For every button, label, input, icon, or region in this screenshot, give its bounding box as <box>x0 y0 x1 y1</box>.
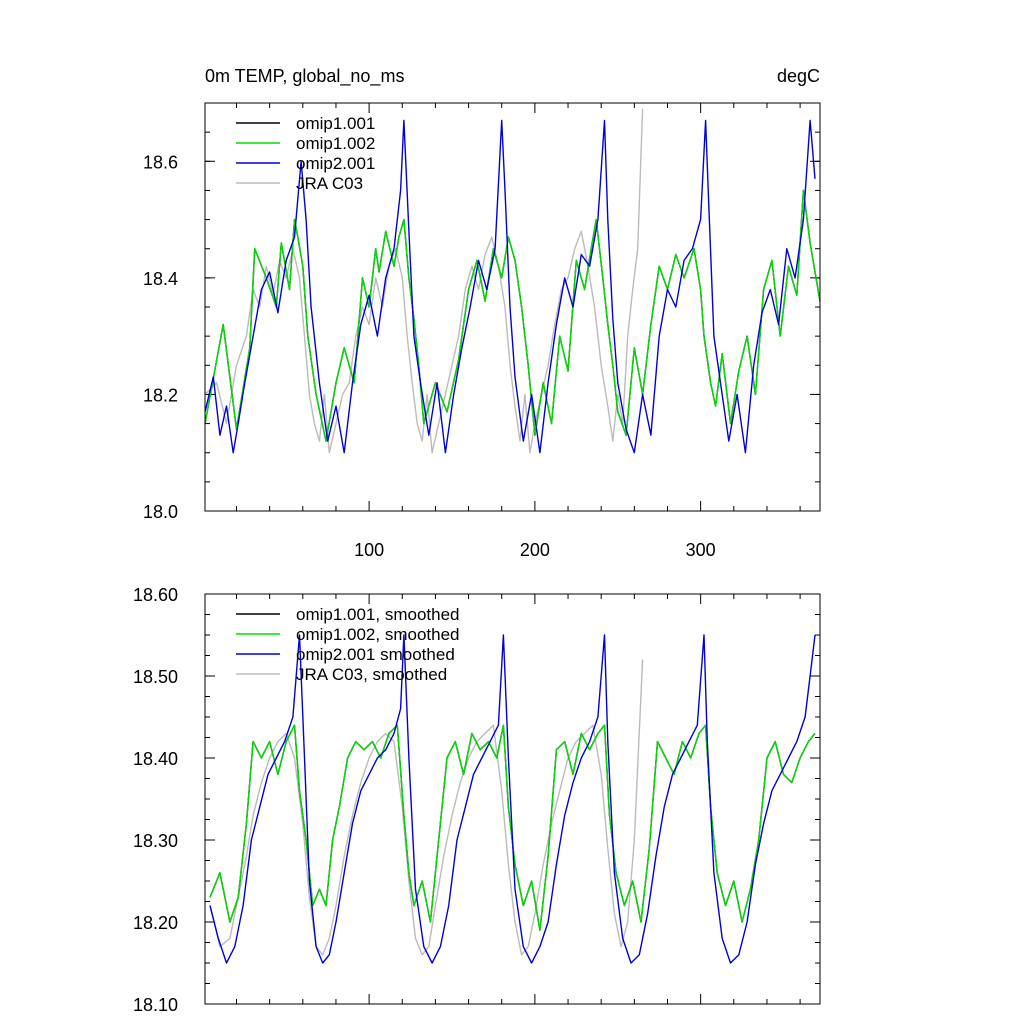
y-tick-label: 18.6 <box>143 152 178 172</box>
series-line <box>204 119 816 454</box>
x-tick-label: 200 <box>520 540 550 560</box>
legend-label: omip1.002 <box>296 134 375 153</box>
legend-label: JRA C03 <box>296 174 363 193</box>
legend-label: omip1.001, smoothed <box>296 605 460 624</box>
series-line <box>209 634 816 964</box>
x-tick-label: 300 <box>686 540 716 560</box>
legend-label: omip1.001 <box>296 114 375 133</box>
legend-label: JRA C03, smoothed <box>296 665 447 684</box>
legend-label: omip2.001 smoothed <box>296 645 455 664</box>
plot-frame-bottom <box>204 593 821 1005</box>
y-tick-label: 18.4 <box>143 269 178 289</box>
plot-frame-top <box>204 102 821 512</box>
y-tick-label: 18.20 <box>133 913 178 933</box>
y-tick-label: 18.10 <box>133 995 178 1015</box>
y-tick-label: 18.60 <box>133 585 178 605</box>
chart-title-left: 0m TEMP, global_no_ms <box>205 66 404 87</box>
series-line <box>209 659 644 956</box>
chart-title-right: degC <box>777 66 820 86</box>
y-tick-label: 18.2 <box>143 385 178 405</box>
top-panel: 0m TEMP, global_no_ms degC 18.0 18.2 18.4 1… <box>143 66 821 560</box>
y-tick-label: 18.30 <box>133 831 178 851</box>
bottom-panel: 18.10 18.20 18.30 18.40 18.50 18.60 omip1.001… <box>133 585 821 1015</box>
y-tick-label: 18.40 <box>133 749 178 769</box>
series-line <box>204 108 644 454</box>
x-tick-label: 100 <box>354 540 384 560</box>
legend-label: omip1.002, smoothed <box>296 625 460 644</box>
y-tick-label: 18.0 <box>143 502 178 522</box>
legend-label: omip2.001 <box>296 154 375 173</box>
y-tick-label: 18.50 <box>133 667 178 687</box>
series-line <box>204 189 821 442</box>
